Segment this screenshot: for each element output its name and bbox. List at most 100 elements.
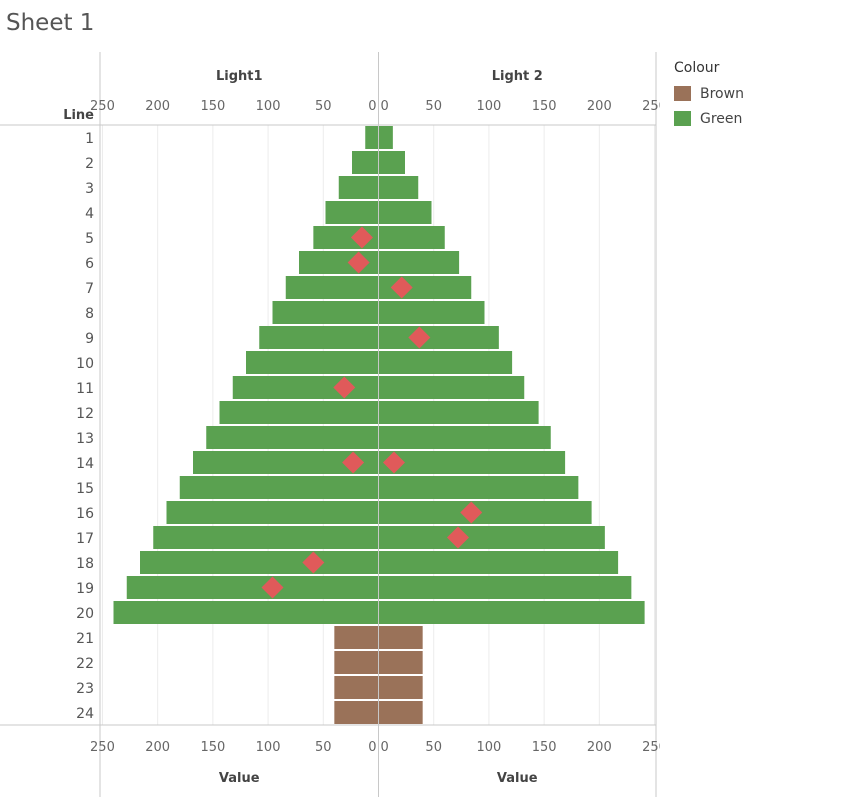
row-label-2: 2 (85, 156, 94, 172)
tree-bar-chart: 123456789101112131415161718192021222324L… (0, 52, 660, 797)
bar-light1-line-16 (166, 501, 379, 524)
row-header: Line (63, 108, 94, 123)
row-label-6: 6 (85, 256, 94, 272)
bar-light2-line-23 (378, 676, 423, 699)
bar-light2-line-15 (378, 476, 579, 499)
bar-light1-line-15 (179, 476, 379, 499)
row-label-15: 15 (76, 481, 94, 497)
row-label-9: 9 (85, 331, 94, 347)
tick-top-light1-100: 100 (256, 99, 281, 114)
row-label-19: 19 (76, 581, 94, 597)
marker-light2-line-17 (447, 526, 469, 549)
bar-light2-line-22 (378, 651, 423, 674)
bar-light2-line-17 (378, 526, 605, 549)
bar-light1-line-9 (259, 326, 379, 349)
marker-light2-line-7 (390, 276, 413, 299)
tick-top-light1-200: 200 (145, 99, 170, 114)
marker-light2-line-9 (408, 326, 431, 349)
marker-light1-line-6 (347, 251, 370, 274)
legend: Colour Brown Green (674, 60, 744, 131)
legend-swatch-brown (674, 86, 691, 101)
tick-top-light2-200: 200 (587, 99, 612, 114)
row-label-5: 5 (85, 231, 94, 247)
bar-light2-line-20 (378, 601, 645, 624)
marker-light1-line-19 (261, 576, 284, 599)
bar-light2-line-11 (378, 376, 525, 399)
row-label-3: 3 (85, 181, 94, 197)
marker-light1-line-11 (333, 376, 356, 399)
bar-light1-line-2 (352, 151, 379, 174)
axis-title-light1: Value (219, 771, 260, 786)
bar-light2-line-19 (378, 576, 632, 599)
tick-bottom-light2-250: 250 (642, 740, 660, 755)
legend-item-green[interactable]: Green (674, 106, 744, 131)
bar-light2-line-2 (378, 151, 405, 174)
bar-light1-line-4 (325, 201, 379, 224)
tick-top-light2-150: 150 (532, 99, 557, 114)
bar-light2-line-16 (378, 501, 592, 524)
row-label-24: 24 (76, 706, 94, 722)
bar-light2-line-9 (378, 326, 499, 349)
row-label-4: 4 (85, 206, 94, 222)
tick-top-light2-0: 0 (381, 99, 389, 114)
legend-label-green: Green (700, 110, 743, 127)
bar-light2-line-14 (378, 451, 566, 474)
tick-bottom-light2-200: 200 (587, 740, 612, 755)
row-label-16: 16 (76, 506, 94, 522)
row-label-22: 22 (76, 656, 94, 672)
bar-light1-line-23 (334, 676, 379, 699)
sheet-title: Sheet 1 (6, 10, 95, 36)
marker-light1-line-18 (302, 551, 325, 574)
tick-top-light1-50: 50 (315, 99, 332, 114)
pane-header-light1: Light1 (216, 69, 263, 84)
row-label-12: 12 (76, 406, 94, 422)
tick-bottom-light2-0: 0 (381, 740, 389, 755)
row-label-7: 7 (85, 281, 94, 297)
tick-top-light2-50: 50 (425, 99, 442, 114)
legend-label-brown: Brown (700, 85, 744, 102)
tick-top-light1-150: 150 (200, 99, 225, 114)
bar-light2-line-1 (378, 126, 393, 149)
marker-light1-line-14 (342, 451, 365, 474)
bar-light1-line-22 (334, 651, 379, 674)
marker-light2-line-16 (460, 501, 483, 524)
bar-light1-line-3 (338, 176, 379, 199)
bar-light2-line-4 (378, 201, 432, 224)
marker-light2-line-14 (382, 451, 405, 474)
row-label-20: 20 (76, 606, 94, 622)
tick-bottom-light1-200: 200 (145, 740, 170, 755)
bar-light1-line-17 (153, 526, 379, 549)
tick-bottom-light1-150: 150 (200, 740, 225, 755)
bar-light2-line-3 (378, 176, 419, 199)
tick-bottom-light2-100: 100 (477, 740, 502, 755)
tick-bottom-light1-0: 0 (368, 740, 376, 755)
legend-item-brown[interactable]: Brown (674, 81, 744, 106)
bar-light1-line-19 (126, 576, 379, 599)
bar-light1-line-13 (206, 426, 379, 449)
bar-light1-line-8 (272, 301, 379, 324)
tick-bottom-light1-50: 50 (315, 740, 332, 755)
bar-light2-line-5 (378, 226, 445, 249)
row-label-8: 8 (85, 306, 94, 322)
row-label-1: 1 (85, 131, 94, 147)
tick-top-light2-250: 250 (642, 99, 660, 114)
bar-light2-line-12 (378, 401, 539, 424)
tick-top-light2-100: 100 (477, 99, 502, 114)
legend-title: Colour (674, 60, 720, 76)
bar-light1-line-11 (232, 376, 379, 399)
bar-light1-line-21 (334, 626, 379, 649)
bar-light1-line-24 (334, 701, 379, 724)
tick-top-light1-0: 0 (368, 99, 376, 114)
marker-light1-line-5 (350, 226, 373, 249)
bar-light1-line-1 (365, 126, 379, 149)
bar-light1-line-10 (246, 351, 379, 374)
row-label-11: 11 (76, 381, 94, 397)
bar-light2-line-18 (378, 551, 619, 574)
legend-swatch-green (674, 111, 691, 126)
bar-light1-line-18 (140, 551, 379, 574)
bar-light2-line-6 (378, 251, 460, 274)
axis-title-light2: Value (497, 771, 538, 786)
bar-light1-line-20 (113, 601, 379, 624)
row-label-14: 14 (76, 456, 94, 472)
pane-header-light2: Light 2 (492, 69, 543, 84)
